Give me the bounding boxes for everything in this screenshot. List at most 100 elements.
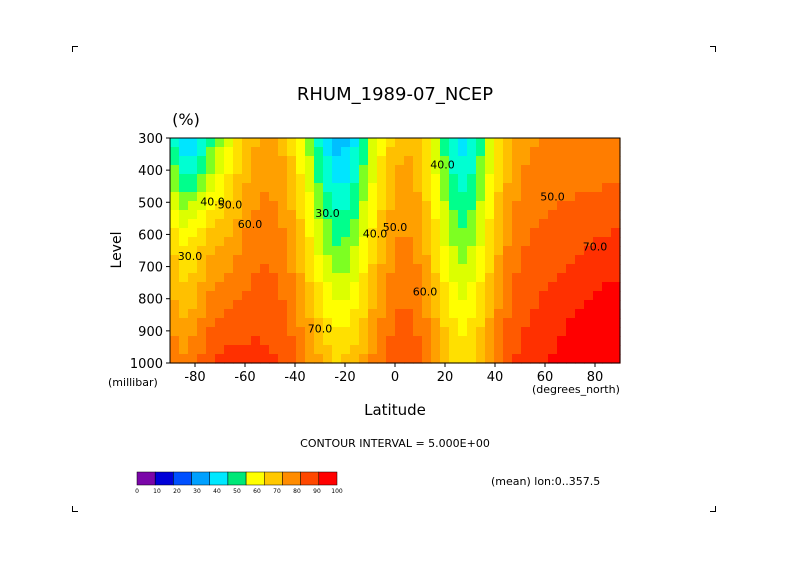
x-tick-label: -40 [284, 370, 305, 385]
contour-cell [197, 273, 207, 283]
contour-cell [242, 246, 252, 256]
contour-cell [530, 354, 540, 364]
contour-cell [350, 174, 360, 184]
contour-cell [179, 318, 189, 328]
contour-cell [206, 210, 216, 220]
contour-cell [566, 282, 576, 292]
contour-cell [422, 318, 432, 328]
contour-cell [251, 210, 261, 220]
contour-cell [449, 345, 459, 355]
contour-cell [494, 309, 504, 319]
contour-cell [557, 165, 567, 175]
contour-cell [170, 165, 180, 175]
contour-cell [404, 246, 414, 256]
contour-cell [386, 282, 396, 292]
contour-cell [233, 156, 243, 166]
contour-cell [170, 336, 180, 346]
contour-cell [404, 192, 414, 202]
contour-label: 70.0 [308, 322, 333, 335]
contour-cell [287, 183, 297, 193]
contour-cell [521, 309, 531, 319]
contour-cell [323, 156, 333, 166]
colorbar-label: 10 [153, 488, 161, 495]
contour-cell [611, 147, 621, 157]
contour-cell [566, 336, 576, 346]
contour-cell [179, 210, 189, 220]
contour-cell [215, 237, 225, 247]
contour-cell [521, 147, 531, 157]
contour-cell [485, 273, 495, 283]
contour-cell [296, 300, 306, 310]
contour-cell [260, 291, 270, 301]
x-tick-label: 40 [487, 370, 504, 385]
contour-cell [332, 156, 342, 166]
contour-cell [296, 345, 306, 355]
contour-cell [422, 192, 432, 202]
contour-cell [287, 273, 297, 283]
contour-cell [179, 147, 189, 157]
contour-cell [170, 300, 180, 310]
contour-cell [269, 291, 279, 301]
contour-cell [341, 345, 351, 355]
contour-cell [269, 138, 279, 148]
contour-cell [188, 201, 198, 211]
contour-cell [467, 291, 477, 301]
contour-cell [539, 273, 549, 283]
contour-cell [575, 300, 585, 310]
contour-cell [431, 300, 441, 310]
contour-cell [413, 291, 423, 301]
contour-cell [368, 210, 378, 220]
contour-cell [233, 354, 243, 364]
contour-cell [413, 300, 423, 310]
contour-cell [242, 219, 252, 229]
contour-cell [575, 201, 585, 211]
contour-cell [512, 192, 522, 202]
contour-cell [287, 255, 297, 265]
contour-cell [530, 291, 540, 301]
contour-cell [440, 318, 450, 328]
contour-cell [341, 282, 351, 292]
contour-cell [377, 291, 387, 301]
contour-cell [458, 147, 468, 157]
contour-cell [260, 309, 270, 319]
contour-cell [413, 264, 423, 274]
contour-cell [566, 201, 576, 211]
contour-cell [215, 138, 225, 148]
contour-cell [404, 165, 414, 175]
contour-cell [395, 228, 405, 238]
contour-cell [314, 318, 324, 328]
contour-cell [296, 165, 306, 175]
contour-cell [422, 300, 432, 310]
contour-cell [602, 354, 612, 364]
contour-cell [224, 147, 234, 157]
contour-cell [233, 336, 243, 346]
contour-cell [386, 183, 396, 193]
contour-cell [530, 183, 540, 193]
contour-cell [206, 318, 216, 328]
contour-cell [467, 300, 477, 310]
contour-cell [368, 246, 378, 256]
contour-cell [287, 228, 297, 238]
contour-cell [188, 309, 198, 319]
contour-cell [215, 228, 225, 238]
contour-cell [251, 282, 261, 292]
contour-cell [242, 147, 252, 157]
contour-cell [197, 165, 207, 175]
contour-cell [179, 156, 189, 166]
contour-cell [458, 192, 468, 202]
contour-cell [350, 183, 360, 193]
contour-cell [512, 228, 522, 238]
contour-cell [584, 246, 594, 256]
contour-cell [539, 228, 549, 238]
contour-cell [557, 147, 567, 157]
contour-cell [260, 228, 270, 238]
contour-cell [323, 228, 333, 238]
contour-cell [332, 174, 342, 184]
contour-cell [314, 174, 324, 184]
contour-cell [197, 192, 207, 202]
contour-cell [458, 345, 468, 355]
contour-cell [296, 273, 306, 283]
contour-cell [350, 201, 360, 211]
contour-cell [413, 255, 423, 265]
contour-cell [350, 318, 360, 328]
